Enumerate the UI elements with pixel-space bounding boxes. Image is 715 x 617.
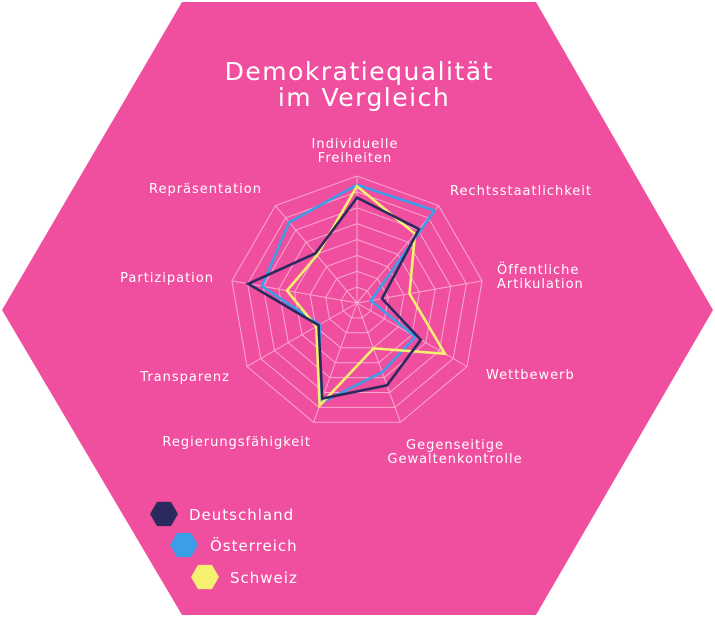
axis-label: Gegenseitige Gewaltenkontrolle	[387, 438, 522, 467]
axis-label: Wettbewerb	[486, 368, 575, 383]
axis-label-line: Wettbewerb	[486, 368, 575, 383]
legend-item: Österreich	[170, 532, 298, 558]
chart-title-line-1: Demokratiequalität	[225, 57, 494, 86]
chart-title: Demokratiequalität im Vergleich	[225, 57, 504, 112]
radar-grid	[231, 175, 483, 423]
legend: Deutschland Österreich Schweiz	[150, 501, 298, 590]
legend-item: Deutschland	[150, 501, 294, 527]
grid-ring	[309, 254, 405, 349]
axis-label-line: Rechtsstaatlichkeit	[450, 184, 592, 199]
axis-label-line: Partizipation	[120, 271, 214, 286]
grid-ring	[340, 286, 374, 319]
axis-label-line: Transparenz	[139, 370, 230, 385]
axis-label: Partizipation	[120, 271, 214, 286]
radar-series-layer	[245, 183, 448, 409]
axis-labels: Individuelle Freiheiten Rechtsstaatlichkei…	[120, 137, 592, 467]
legend-label: Schweiz	[230, 569, 298, 587]
legend-hexagon-swatch	[150, 501, 178, 527]
chart-title-line-2: im Vergleich	[278, 83, 450, 112]
grid-ring	[325, 270, 389, 334]
grid-ring	[231, 175, 483, 423]
legend-label: Österreich	[210, 536, 298, 555]
series-line-deutschland	[245, 195, 423, 401]
grid-ring	[278, 223, 436, 379]
axis-label-line: Repräsentation	[149, 182, 262, 197]
axis-label-line: Freiheiten	[318, 151, 392, 166]
grid-spoke	[356, 280, 483, 304]
axis-label: Repräsentation	[149, 182, 262, 197]
axis-label-line: Regierungsfähigkeit	[162, 435, 311, 450]
grid-spoke	[246, 302, 358, 367]
axis-label: Regierungsfähigkeit	[162, 435, 311, 450]
axis-label-line: Öffentliche	[497, 261, 579, 278]
grid-spoke	[356, 302, 401, 423]
grid-spoke	[231, 280, 358, 304]
axis-label-line: Gegenseitige	[406, 438, 504, 453]
axis-label-line: Artikulation	[497, 277, 584, 292]
grid-ring	[293, 238, 421, 364]
series-line-schweiz	[285, 184, 448, 409]
axis-label: Transparenz	[139, 370, 230, 385]
legend-hexagon-swatch	[170, 532, 198, 558]
axis-label: Öffentliche Artikulation	[497, 261, 584, 292]
legend-item: Schweiz	[191, 564, 298, 590]
grid-ring	[247, 191, 467, 408]
legend-label: Deutschland	[189, 506, 294, 524]
legend-hexagon-swatch	[191, 564, 219, 590]
axis-label-line: Individuelle	[312, 137, 399, 152]
series-line-sterreich	[260, 183, 437, 406]
axis-label: Rechtsstaatlichkeit	[450, 184, 592, 199]
axis-label: Individuelle Freiheiten	[312, 137, 399, 166]
axis-label-line: Gewaltenkontrolle	[387, 452, 522, 467]
